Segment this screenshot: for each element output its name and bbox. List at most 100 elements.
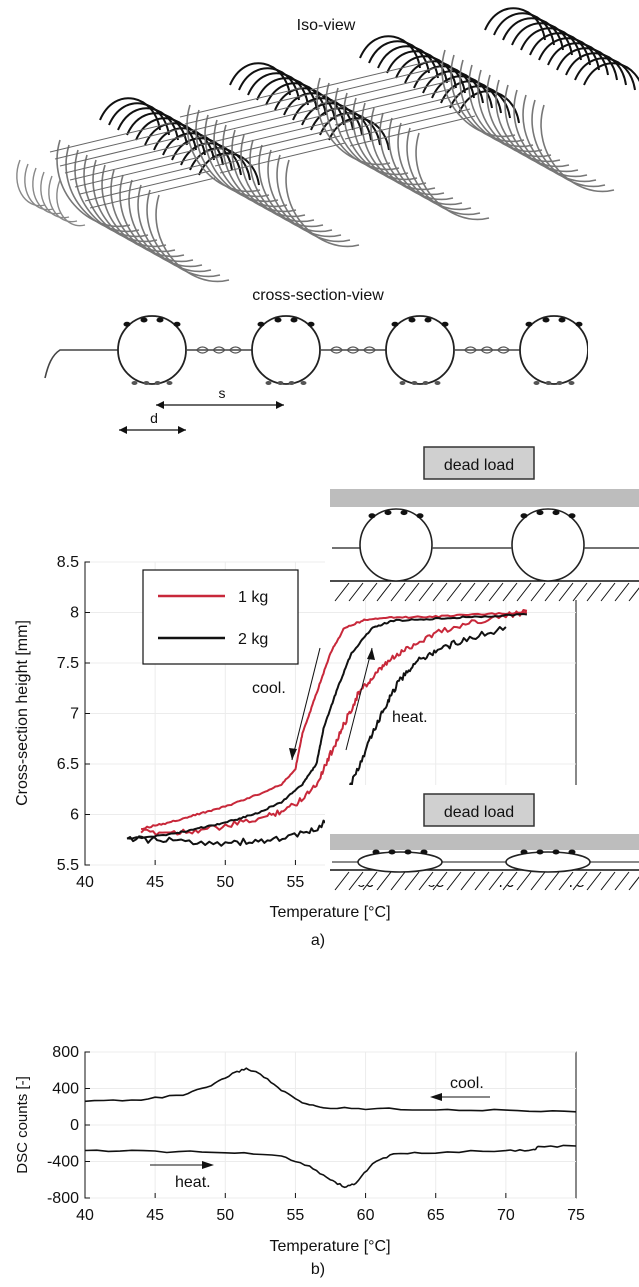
iso-hoop-front <box>504 84 579 173</box>
cross-clip <box>441 321 449 327</box>
iso-rung <box>179 86 306 118</box>
cross-foot <box>277 381 284 385</box>
annotation-b-heat-label: heat. <box>175 1174 211 1191</box>
iso-hoop-front <box>258 144 333 233</box>
inset-top-hatch <box>418 582 434 602</box>
iso-hoop-back <box>565 52 627 86</box>
cross-foot <box>422 381 429 385</box>
chart-a-y-label: Cross-section height [mm] <box>14 620 31 806</box>
chart-b-series <box>84 1067 577 1189</box>
chart-b-grid <box>85 1051 576 1199</box>
inset-top-clip <box>536 510 544 516</box>
chart-b-series-dsc-cooling <box>84 1067 577 1113</box>
cross-loop <box>229 346 243 354</box>
inset-top-clip <box>520 513 528 519</box>
iso-hoop-front <box>155 194 230 283</box>
chart-b-x-tick-label: 55 <box>287 1207 305 1224</box>
cross-clip <box>290 317 298 323</box>
chart-a-x-tick-label: 50 <box>216 874 234 891</box>
inset-top-hatch <box>460 582 476 602</box>
inset-top: dead load <box>325 442 639 602</box>
inset-top-hatch <box>348 582 364 602</box>
legend-label-2kg: 2 kg <box>238 631 268 648</box>
inset-top-tube <box>359 508 433 582</box>
chart-a-x-tick-label: 40 <box>76 874 94 891</box>
cross-clip <box>307 321 315 327</box>
iso-view-drawing <box>16 7 639 283</box>
cross-clip <box>257 321 265 327</box>
chart-a-x-tick-label: 45 <box>146 874 164 891</box>
chart-b-y-label: DSC counts [-] <box>14 1076 31 1174</box>
inset-bottom-hatch <box>334 871 350 891</box>
cross-foot <box>166 381 173 385</box>
chart-b-y-tick-label: 800 <box>52 1044 79 1061</box>
cross-clip <box>173 321 181 327</box>
legend-label-1kg: 1 kg <box>238 589 268 606</box>
dimension-s-label: s <box>219 385 226 401</box>
iso-hoop-front <box>415 132 490 221</box>
chart-a-y-tick-label: 7.5 <box>57 655 79 672</box>
chart-a-x-label: Temperature [°C] <box>269 904 390 921</box>
chart-a-series-1kg-cooling <box>141 611 527 830</box>
inset-top-hatch <box>432 582 448 602</box>
iso-rung <box>329 87 456 119</box>
chart-b-x-tick-label: 40 <box>76 1207 94 1224</box>
dead-load-label-bottom: dead load <box>444 804 514 821</box>
inset-bottom-clip <box>520 849 528 855</box>
iso-hoop-edge <box>56 179 86 227</box>
iso-hoop-front <box>522 94 597 183</box>
cross-crop-mask <box>588 300 639 400</box>
chart-a-legend: 1 kg 2 kg <box>142 569 299 665</box>
inset-bottom-tube <box>505 851 591 873</box>
iso-rung <box>79 163 206 195</box>
inset-bottom: dead load <box>325 785 639 891</box>
iso-hoop-back <box>431 75 493 109</box>
inset-bottom-clip <box>552 849 560 855</box>
iso-rung <box>54 128 181 160</box>
iso-rung <box>69 149 196 181</box>
inset-bottom-clip <box>404 849 412 855</box>
cross-loop <box>330 346 344 354</box>
annotation-cool: cool. <box>252 647 321 761</box>
chart-b-x-tick-label: 75 <box>567 1207 585 1224</box>
inset-top-hatch <box>516 582 532 602</box>
cross-clip <box>391 321 399 327</box>
cross-clip <box>156 317 164 323</box>
cross-foot <box>265 381 272 385</box>
chart-b-caption: b) <box>311 1261 325 1278</box>
inset-top-hatch <box>530 582 546 602</box>
inset-top-hatch <box>544 582 560 602</box>
cross-clip <box>424 317 432 323</box>
chart-b-y-tick-label: 400 <box>52 1081 79 1098</box>
dead-load-label-top: dead load <box>444 457 514 474</box>
iso-rung <box>314 66 441 98</box>
inset-bottom-hatch <box>446 871 462 891</box>
iso-hoop-back <box>583 62 639 86</box>
chart-a-y-tick-label: 6.5 <box>57 756 79 773</box>
chart-b-y-tick-label: -400 <box>47 1154 79 1171</box>
cross-clip <box>123 321 131 327</box>
inset-bottom-hatch <box>502 871 518 891</box>
chart-b-x-label: Temperature [°C] <box>269 1238 390 1255</box>
iso-rung <box>324 80 451 112</box>
chart-a-series-1kg-heating <box>140 609 528 837</box>
cross-loop <box>346 346 360 354</box>
cross-loop <box>497 346 511 354</box>
annotation-b-cool: cool. <box>430 1075 490 1101</box>
dimension-d: d <box>119 410 186 434</box>
inset-top-clip <box>552 510 560 516</box>
dead-load-plate-bottom <box>330 834 639 850</box>
legend-box <box>142 569 299 665</box>
iso-hoop-front <box>119 174 194 263</box>
chart-b-x-ticks: 40 45 50 55 60 65 70 75 <box>76 1193 585 1224</box>
iso-hoop-front <box>397 122 472 211</box>
iso-rung <box>209 128 336 160</box>
inset-bottom-hatch <box>460 871 476 891</box>
iso-rung <box>194 107 321 139</box>
chart-a-y-tick-label: 8.5 <box>57 554 79 571</box>
chart-a-y-tick-label: 6 <box>70 807 79 824</box>
cross-clip <box>274 317 282 323</box>
inset-top-hatch <box>600 582 616 602</box>
annotation-heat-label: heat. <box>392 709 428 726</box>
